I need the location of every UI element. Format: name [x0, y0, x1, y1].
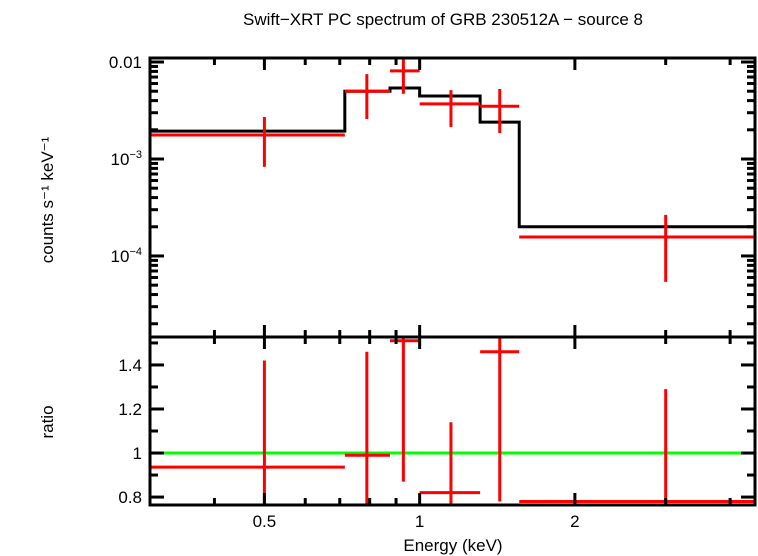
- model-step-line: [150, 86, 755, 229]
- top-y-tick-label: 10−4: [111, 246, 142, 266]
- top-panel-frame: [148, 56, 757, 339]
- bottom-y-tick-label: 1.2: [118, 400, 142, 419]
- x-tick-label: 0.5: [253, 512, 277, 531]
- x-tick-label: 2: [570, 512, 579, 531]
- chart-title: Swift−XRT PC spectrum of GRB 230512A − s…: [243, 10, 643, 29]
- bottom-panel-frame: [148, 335, 757, 507]
- bottom-y-tick-label: 1.4: [118, 356, 142, 375]
- bottom-y-tick-label: 1: [133, 444, 142, 463]
- top-y-tick-label: 0.01: [109, 53, 142, 72]
- x-tick-label: 1: [415, 512, 424, 531]
- top-y-axis-label: counts s⁻¹ keV⁻¹: [38, 136, 57, 263]
- top-y-tick-label: 10−3: [111, 149, 142, 169]
- bottom-y-tick-label: 0.8: [118, 488, 142, 507]
- x-axis-label: Energy (keV): [403, 536, 502, 555]
- bottom-y-axis-label: ratio: [38, 405, 57, 438]
